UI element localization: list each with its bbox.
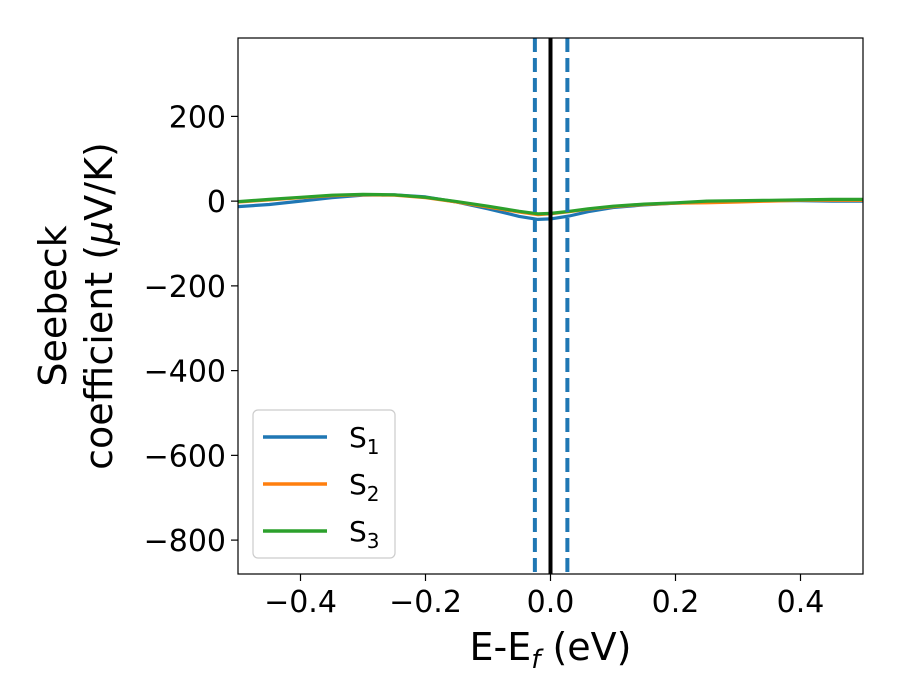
x-tick-label: −0.4	[264, 585, 337, 620]
axes: −0.4 −0.2 0.0 0.2 0.4 200 0 −200 −400 −600 −800 E-E…	[31, 37, 864, 675]
x-tick-label: 0.4	[777, 585, 825, 620]
x-tick-label: 0.2	[652, 585, 700, 620]
x-tick-label: −0.2	[389, 585, 462, 620]
y-tick-label: 200	[169, 100, 226, 135]
y-tick-label: 0	[207, 185, 226, 220]
y-axis-title-line1: Seebeck	[31, 225, 75, 386]
legend-label-s1: S1	[349, 421, 380, 459]
legend-label-s3: S3	[349, 515, 380, 553]
y-tick-label: −600	[144, 439, 226, 474]
plot-area	[238, 38, 863, 574]
y-axis-title: Seebeck coefficient (μV/K)	[31, 142, 121, 470]
x-axis-title: E-Ef (eV)	[470, 625, 632, 675]
y-tick-label: −400	[144, 355, 226, 390]
y-tick-label: −200	[144, 270, 226, 305]
series-group	[238, 38, 863, 574]
y-tick-label: −800	[144, 524, 226, 559]
legend: S1 S2 S3	[252, 409, 396, 559]
y-axis-title-line2: coefficient (μV/K)	[77, 142, 121, 470]
x-tick-label: 0.0	[527, 585, 575, 620]
legend-label-s2: S2	[349, 468, 380, 506]
